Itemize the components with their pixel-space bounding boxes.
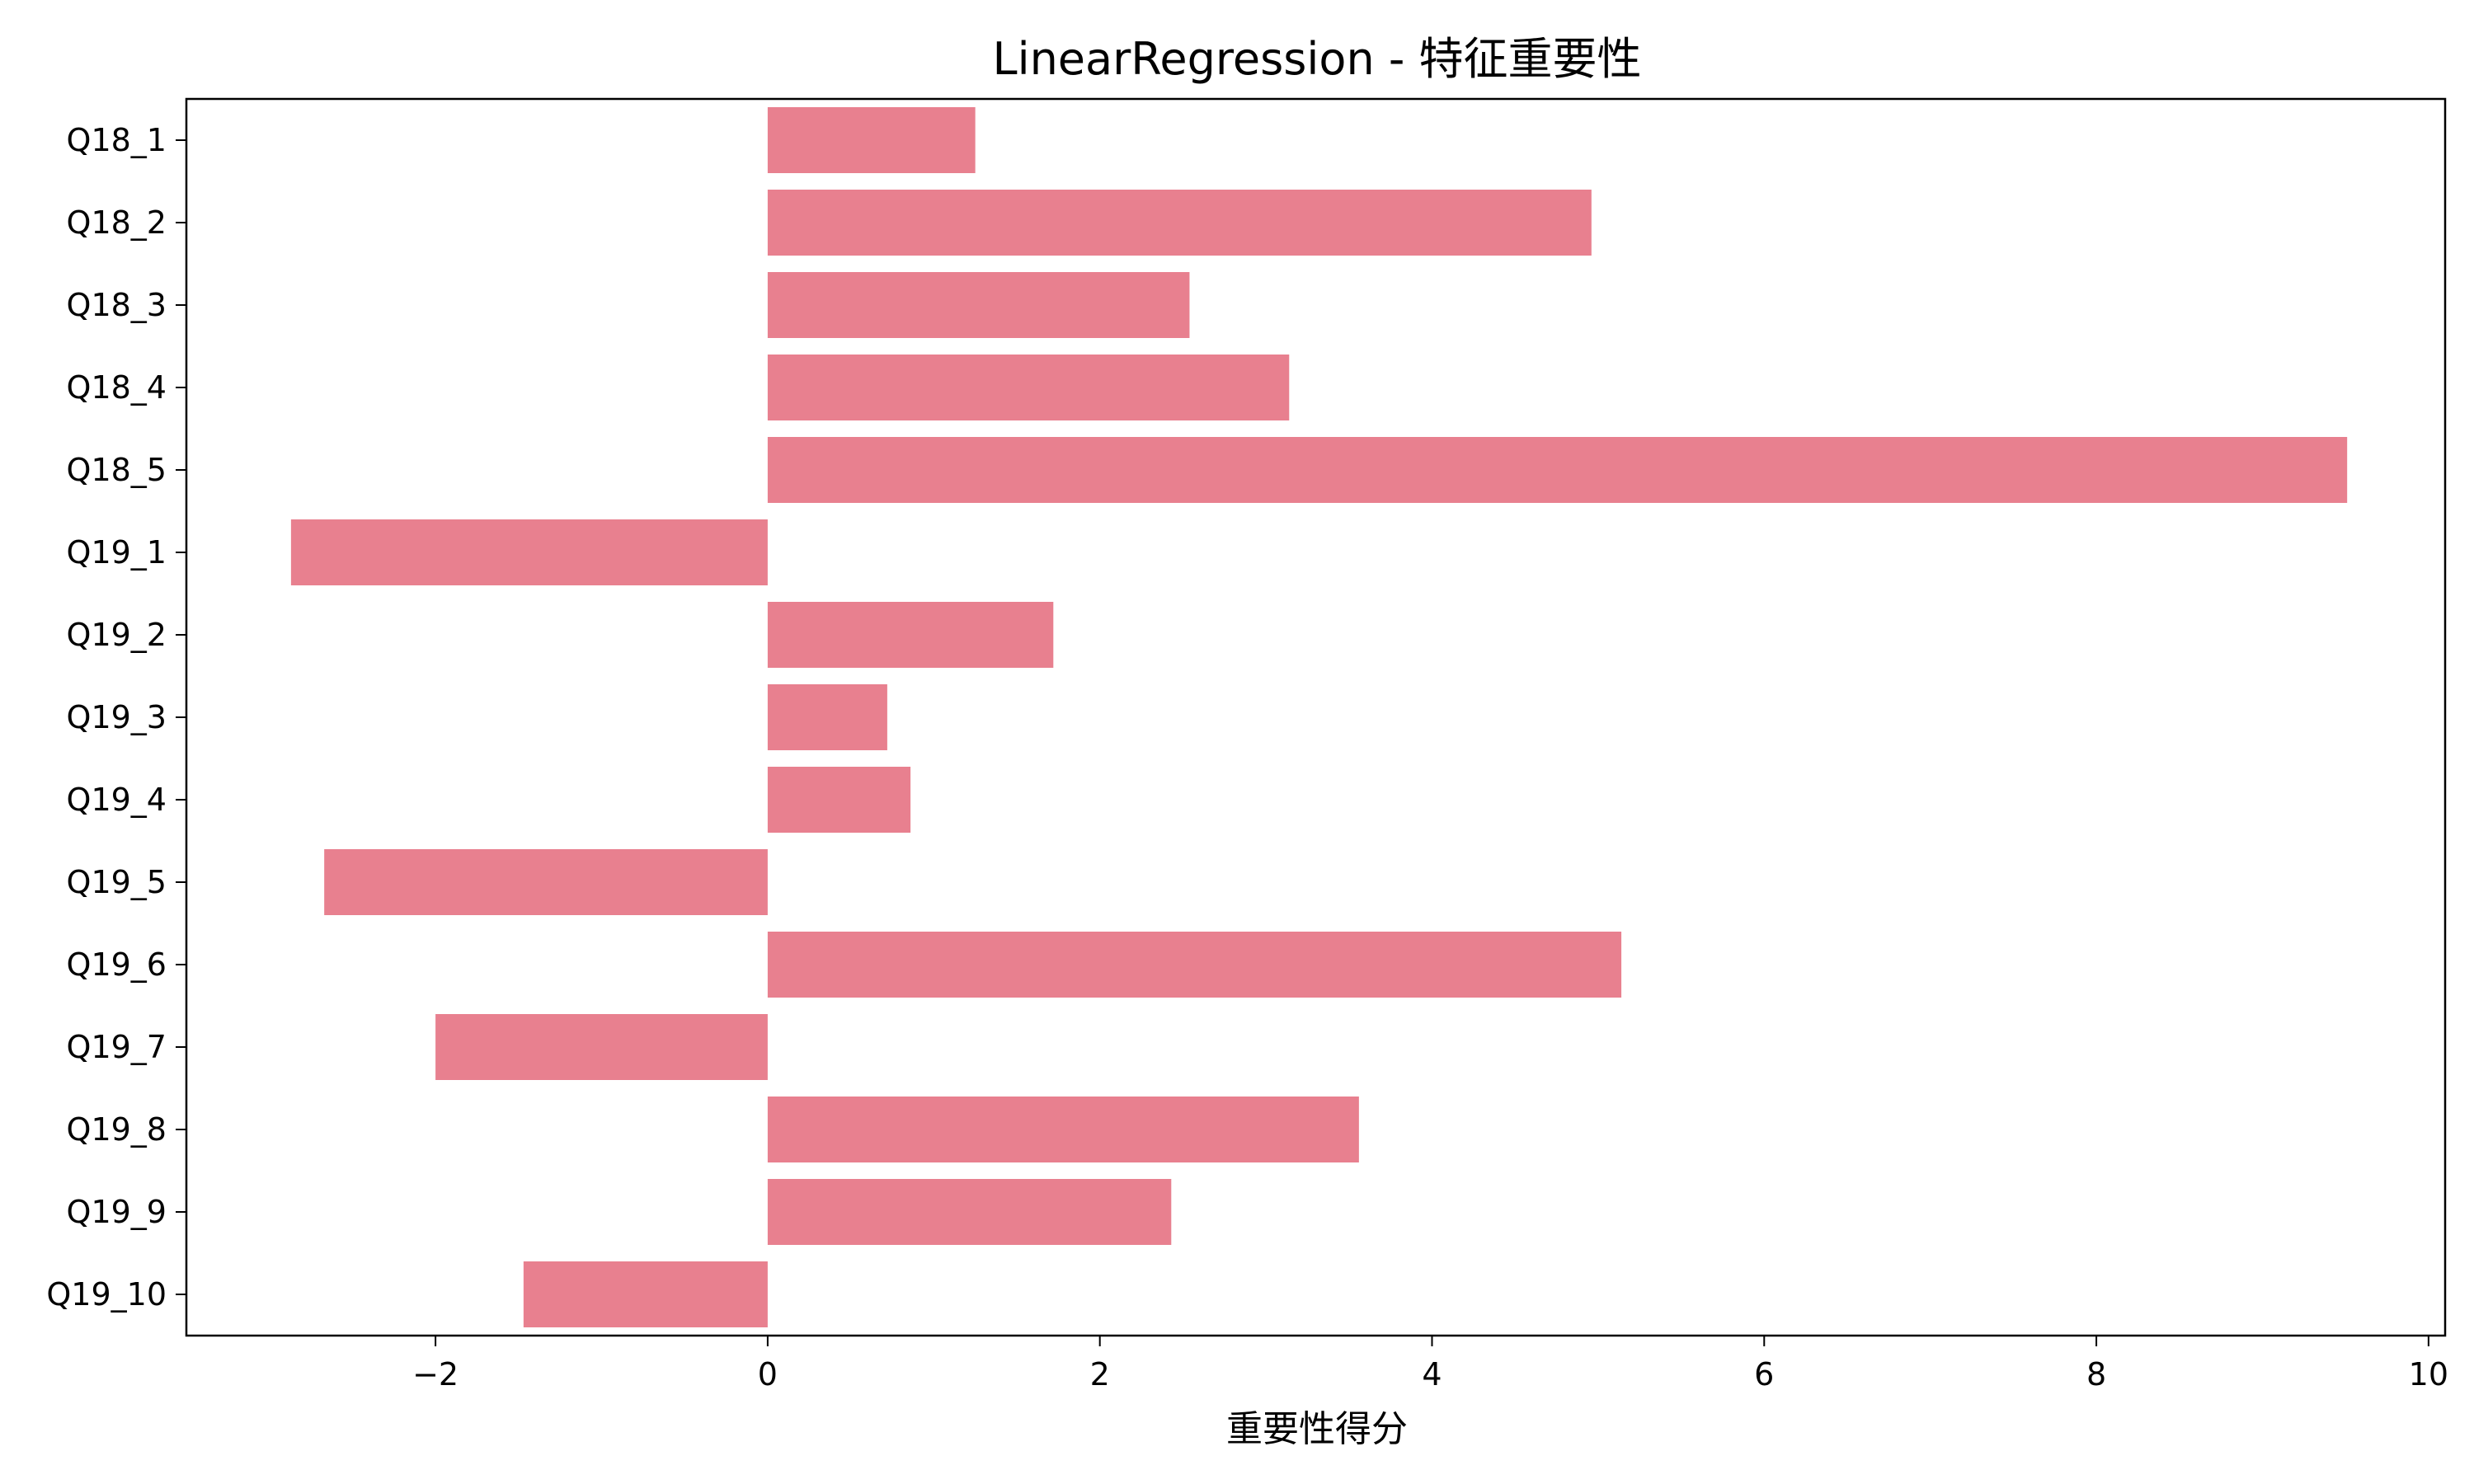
y-tick-label: Q18_5	[67, 452, 167, 488]
y-tick-label: Q19_10	[46, 1276, 167, 1313]
y-tick-label: Q19_4	[67, 782, 167, 818]
bar-Q19_7	[435, 1014, 768, 1080]
x-axis-label: 重要性得分	[1226, 1408, 1408, 1450]
bar-Q18_4	[767, 355, 1290, 420]
y-tick-label: Q19_8	[67, 1111, 167, 1148]
y-axis: Q18_1 Q18_2 Q18_3 Q18_4 Q18_5 Q19_1 Q19_2 Q19_3…	[46, 122, 186, 1313]
bar-Q18_2	[767, 190, 1592, 256]
x-tick-label: −2	[412, 1356, 459, 1392]
x-tick-label: 10	[2409, 1356, 2448, 1392]
y-tick-label: Q19_9	[67, 1194, 167, 1230]
bar-Q18_3	[767, 272, 1190, 338]
bar-Q19_9	[767, 1179, 1172, 1245]
y-tick-label: Q18_2	[67, 204, 167, 241]
y-tick-label: Q19_5	[67, 864, 167, 900]
y-tick-label: Q19_1	[67, 534, 167, 571]
y-tick-label: Q19_3	[67, 699, 167, 735]
y-tick-label: Q18_3	[67, 287, 167, 323]
y-tick-label: Q18_4	[67, 369, 167, 406]
x-tick-label: 6	[1754, 1356, 1774, 1392]
bar-Q18_1	[767, 107, 976, 173]
x-tick-label: 2	[1090, 1356, 1110, 1392]
bar-Q19_10	[523, 1261, 768, 1327]
y-tick-label: Q19_2	[67, 617, 167, 653]
bar-Q19_4	[767, 767, 911, 833]
y-tick-label: Q18_1	[67, 122, 167, 158]
x-tick-label: 0	[758, 1356, 778, 1392]
x-axis: −2 0 2 4 6 8 10	[412, 1336, 2448, 1392]
x-tick-label: 8	[2086, 1356, 2106, 1392]
y-tick-label: Q19_7	[67, 1029, 167, 1065]
bar-Q19_5	[324, 849, 768, 915]
bar-Q19_1	[290, 519, 768, 585]
bar-Q19_6	[767, 932, 1622, 998]
bar-Q19_8	[767, 1097, 1359, 1162]
bar-Q18_5	[767, 437, 2348, 503]
plot-frame	[185, 97, 2447, 1337]
chart-title: LinearRegression - 特征重要性	[992, 33, 1641, 85]
bars-group	[290, 107, 2348, 1327]
bar-Q19_3	[767, 684, 887, 750]
bar-Q19_2	[767, 602, 1054, 668]
x-tick-label: 4	[1422, 1356, 1442, 1392]
y-tick-label: Q19_6	[67, 946, 167, 983]
